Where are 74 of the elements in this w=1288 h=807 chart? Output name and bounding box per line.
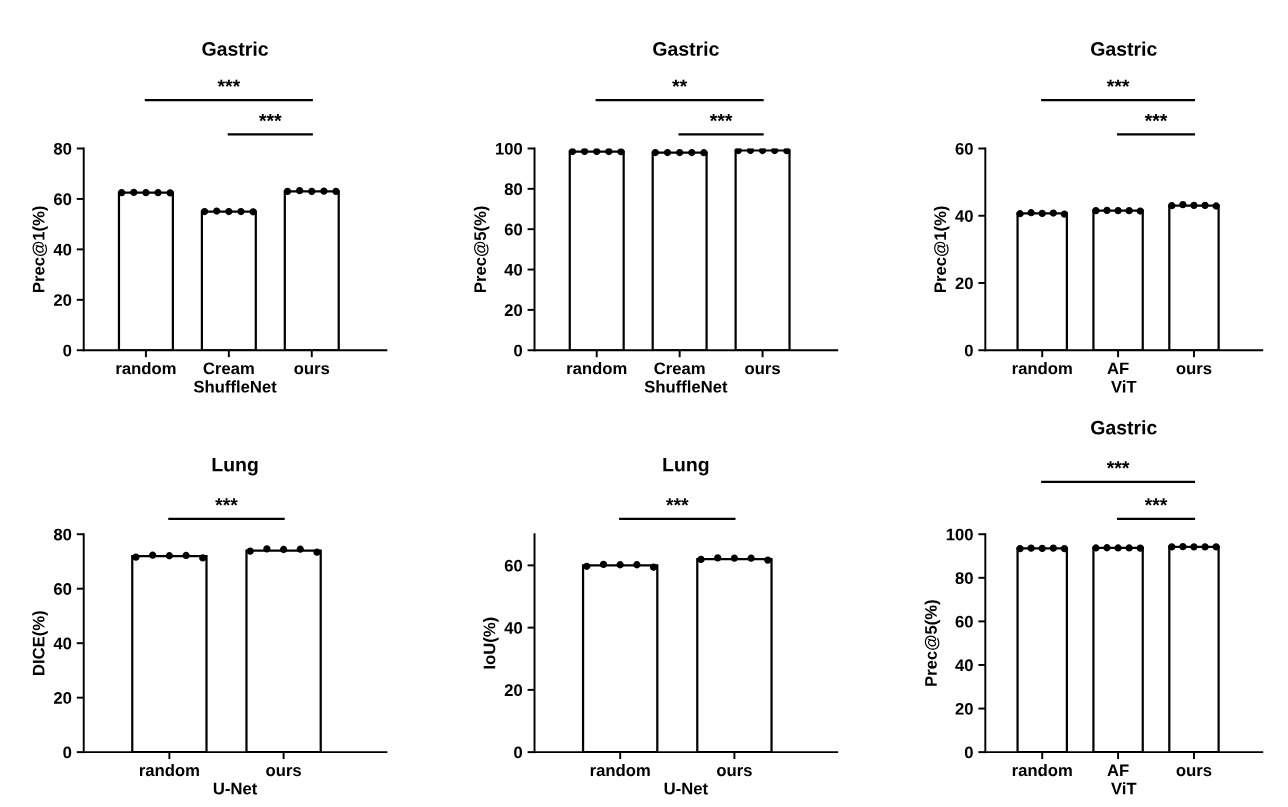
text: ** — [672, 79, 688, 87]
y-tick-label: 60 — [955, 142, 973, 155]
text: *** — [1106, 461, 1130, 469]
y-tick-label: 20 — [504, 684, 523, 697]
text: *** — [1106, 79, 1130, 87]
y-axis-title: DICE(%) — [32, 611, 48, 675]
x-tick-label: ours — [1176, 365, 1212, 375]
chart-title: Gastric — [1091, 420, 1157, 435]
x-axis-title: ShuffleNet — [644, 380, 728, 393]
x-tick-label: AF — [1107, 764, 1129, 777]
y-tick-label: 40 — [53, 637, 72, 650]
y-tick-label: 80 — [504, 183, 523, 196]
chart-title: Gastric — [1091, 41, 1157, 56]
y-tick-label: 20 — [53, 692, 72, 704]
text: *** — [1144, 113, 1168, 122]
x-tick-label: ours — [745, 365, 780, 375]
x-tick-label: ours — [294, 365, 330, 375]
y-tick-label: 0 — [514, 344, 523, 357]
y-tick-label: 80 — [955, 572, 973, 585]
y-tick-label: 40 — [955, 210, 973, 222]
y-tick-label: 20 — [955, 702, 973, 715]
y-tick-label: 60 — [53, 583, 72, 595]
y-tick-label: 0 — [964, 344, 973, 357]
y-tick-label: 20 — [53, 294, 72, 306]
x-axis-title: ViT — [1111, 782, 1137, 795]
y-tick-label: 60 — [53, 193, 72, 206]
x-tick-label: random — [116, 362, 176, 375]
x-tick-label: ours — [1176, 767, 1212, 777]
y-tick-label: 0 — [514, 746, 523, 759]
y-tick-label: 40 — [504, 622, 523, 634]
y-tick-label: 40 — [504, 263, 523, 276]
y-axis-title: Prec@5(%) — [924, 600, 941, 686]
text: *** — [709, 113, 733, 122]
y-tick-label: 60 — [504, 223, 523, 236]
x-axis-title: U-Net — [664, 782, 708, 795]
x-tick-label: Cream — [654, 362, 705, 375]
text: *** — [1144, 498, 1168, 506]
y-tick-label: 80 — [53, 142, 72, 155]
y-tick-label: 20 — [504, 304, 523, 317]
x-axis-title: U-Net — [213, 782, 258, 795]
y-tick-label: 20 — [955, 277, 973, 290]
chart-title: Gastric — [653, 41, 719, 56]
text: *** — [215, 498, 238, 506]
chart-title: Gastric — [202, 41, 268, 56]
y-tick-label: 40 — [955, 659, 973, 672]
y-tick-label: 0 — [63, 746, 72, 759]
chart-title: Lung — [663, 457, 709, 476]
x-tick-label: random — [590, 763, 650, 777]
x-tick-label: random — [1012, 362, 1072, 375]
y-tick-label: 0 — [63, 344, 72, 357]
y-tick-label: 80 — [53, 528, 72, 541]
y-tick-label: 60 — [955, 615, 973, 628]
y-tick-label: 0 — [964, 746, 973, 759]
y-tick-label: 100 — [946, 528, 973, 541]
y-tick-label: 40 — [53, 243, 72, 256]
y-tick-label: 100 — [495, 142, 523, 155]
x-tick-label: ours — [717, 767, 752, 777]
text: *** — [259, 113, 282, 122]
x-tick-label: random — [567, 362, 627, 375]
y-axis-title: IoU(%) — [483, 617, 499, 669]
text: *** — [666, 498, 689, 506]
x-tick-label: random — [1012, 763, 1072, 777]
y-axis-title: Prec@1(%) — [32, 206, 48, 293]
x-axis-title: ViT — [1111, 380, 1137, 393]
y-axis-title: Prec@1(%) — [933, 206, 950, 293]
x-tick-label: random — [139, 763, 199, 777]
x-tick-label: ours — [266, 767, 301, 777]
y-axis-title: Prec@5(%) — [473, 206, 490, 293]
x-axis-title: ShuffleNet — [193, 380, 277, 393]
chart-title: Lung — [212, 457, 258, 476]
text: *** — [217, 79, 241, 87]
x-tick-label: AF — [1107, 362, 1129, 375]
y-tick-label: 60 — [504, 559, 523, 572]
x-tick-label: Cream — [203, 362, 254, 375]
